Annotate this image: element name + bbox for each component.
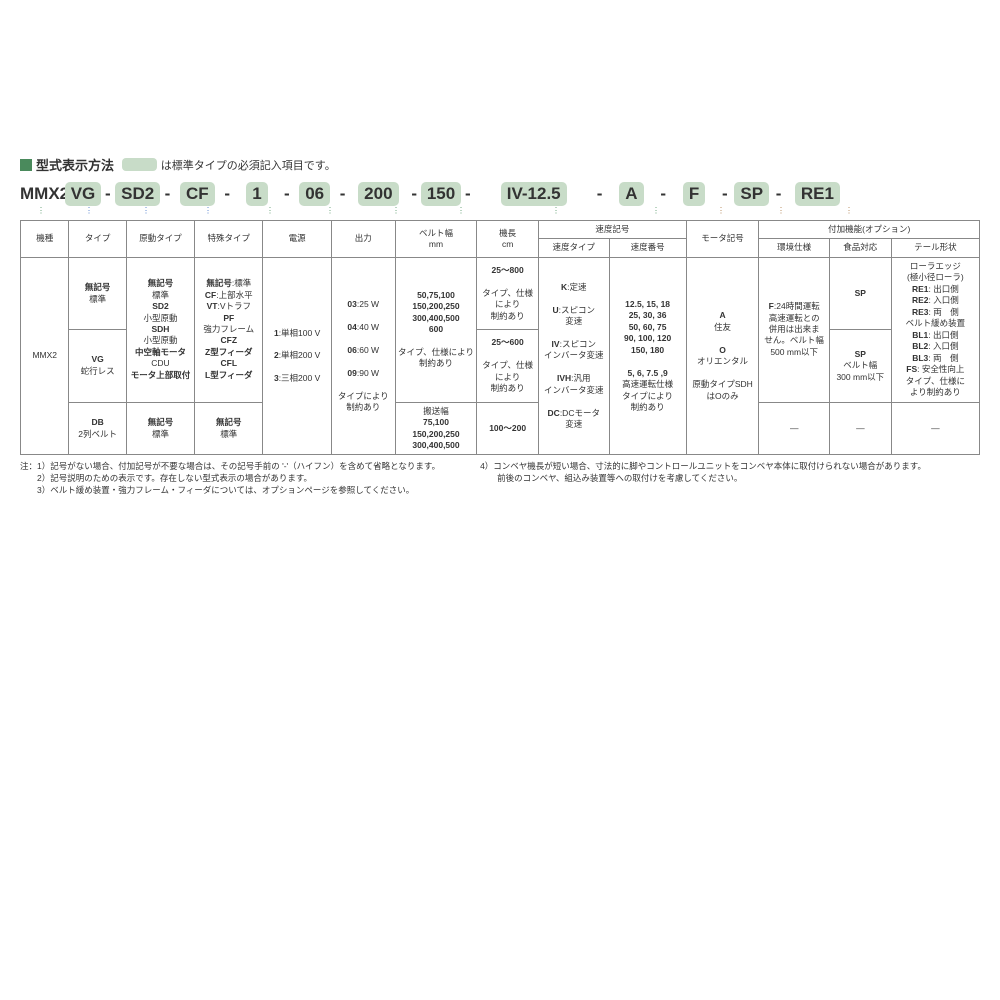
cell-drive2: 無記号標準	[126, 402, 194, 455]
cell-food1: SP	[829, 257, 891, 329]
footnotes-right: 4）コンベヤ機長が短い場合、寸法的に脚やコントロールユニットをコンベヤ本体に取付…	[480, 461, 926, 497]
cell-drive1: 無記号標準SD2小型原動SDH小型原動中空軸モータCDUモータ上部取付	[126, 257, 194, 402]
model-segment: 200	[358, 182, 398, 206]
title-heading: 型式表示方法 は標準タイプの必須記入項目です。	[20, 155, 980, 174]
cell-machine: MMX2	[21, 257, 69, 455]
model-segment: 150	[421, 182, 461, 206]
hdr-motor: モータ記号	[686, 221, 759, 258]
hdr-power: 電源	[263, 221, 331, 258]
cell-type2: VG蛇行レス	[69, 330, 126, 402]
hdr-output: 出力	[331, 221, 395, 258]
cell-belt2: 搬送幅75,100150,200,250300,400,500	[395, 402, 477, 455]
model-segment: SD2	[115, 182, 160, 206]
hdr-type: タイプ	[69, 221, 126, 258]
hdr-special: 特殊タイプ	[195, 221, 263, 258]
hdr-machine: 機種	[21, 221, 69, 258]
cell-output: 03:25 W04:40 W06:60 W09:90 Wタイプにより制約あり	[331, 257, 395, 455]
hdr-speed-no: 速度番号	[609, 239, 686, 257]
cell-speed-type: K:定速U:スピコン変速IV:スピコンインバータ変速IVH:汎用インバータ変速D…	[538, 257, 609, 455]
hdr-drive: 原動タイプ	[126, 221, 194, 258]
cell-tail-dash: —	[891, 402, 979, 455]
square-marker-icon	[20, 159, 32, 171]
legend-chip	[122, 158, 157, 171]
cell-len2: 25～600タイプ、仕様により制約あり	[477, 330, 539, 402]
model-segment: RE1	[795, 182, 840, 206]
hdr-length: 機長cm	[477, 221, 539, 258]
hdr-env: 環境仕様	[759, 239, 830, 257]
footnotes: 注：1）記号がない場合、付加記号が不要な場合は、その記号手前の '-'（ハイフン…	[20, 461, 980, 497]
cell-food-dash: —	[829, 402, 891, 455]
connector-dots-row: ⋮⋮⋮⋮⋮⋮⋮⋮⋮⋮⋮⋮⋮	[20, 208, 980, 220]
cell-env-dash: —	[759, 402, 830, 455]
cell-type1: 無記号標準	[69, 257, 126, 329]
cell-belt1: 50,75,100150,200,250300,400,500600タイプ、仕様…	[395, 257, 477, 402]
model-segment: 1	[246, 182, 267, 206]
model-segment: IV-12.5	[501, 182, 567, 206]
cell-env: F:24時間運転高速運転との併用は出来ません。ベルト幅500 mm以下	[759, 257, 830, 402]
legend-text: は標準タイプの必須記入項目です。	[161, 157, 336, 173]
hdr-speed-type: 速度タイプ	[538, 239, 609, 257]
cell-tail: ローラエッジ(極小径ローラ)RE1: 出口側RE2: 入口側RE3: 両 側ベル…	[891, 257, 979, 402]
hdr-speed-group: 速度記号	[538, 221, 686, 239]
hdr-food: 食品対応	[829, 239, 891, 257]
model-segment: SP	[734, 182, 769, 206]
model-segment: F	[683, 182, 705, 206]
model-number-row: MMX2-VG-SD2-CF-1-06-200-150-IV-12.5-A-F-…	[20, 182, 980, 206]
cell-speed-no: 12.5, 15, 1825, 30, 3650, 60, 7590, 100,…	[609, 257, 686, 455]
cell-len3: 100～200	[477, 402, 539, 455]
hdr-addon-group: 付加機能(オプション)	[759, 221, 980, 239]
cell-len1: 25～800タイプ、仕様により制約あり	[477, 257, 539, 329]
footnotes-left: 注：1）記号がない場合、付加記号が不要な場合は、その記号手前の '-'（ハイフン…	[20, 461, 440, 497]
model-segment: CF	[180, 182, 215, 206]
cell-type3: DB2列ベルト	[69, 402, 126, 455]
model-segment: 06	[299, 182, 330, 206]
cell-special2: 無記号標準	[195, 402, 263, 455]
hdr-belt: ベルト幅mm	[395, 221, 477, 258]
cell-food2: SPベルト幅300 mm以下	[829, 330, 891, 402]
title-text: 型式表示方法	[36, 155, 114, 174]
cell-power: 1:単相100 V2:単相200 V3:三相200 V	[263, 257, 331, 455]
cell-motor: A住友Oオリエンタル原動タイプSDHはOのみ	[686, 257, 759, 455]
hdr-tail: テール形状	[891, 239, 979, 257]
model-segment: VG	[65, 182, 102, 206]
model-segment: A	[619, 182, 643, 206]
cell-special1: 無記号:標準CF:上部水平VT:VトラフPF強力フレームCFZZ型フィーダCFL…	[195, 257, 263, 402]
spec-table: 機種 タイプ 原動タイプ 特殊タイプ 電源 出力 ベルト幅mm 機長cm 速度記…	[20, 220, 980, 455]
